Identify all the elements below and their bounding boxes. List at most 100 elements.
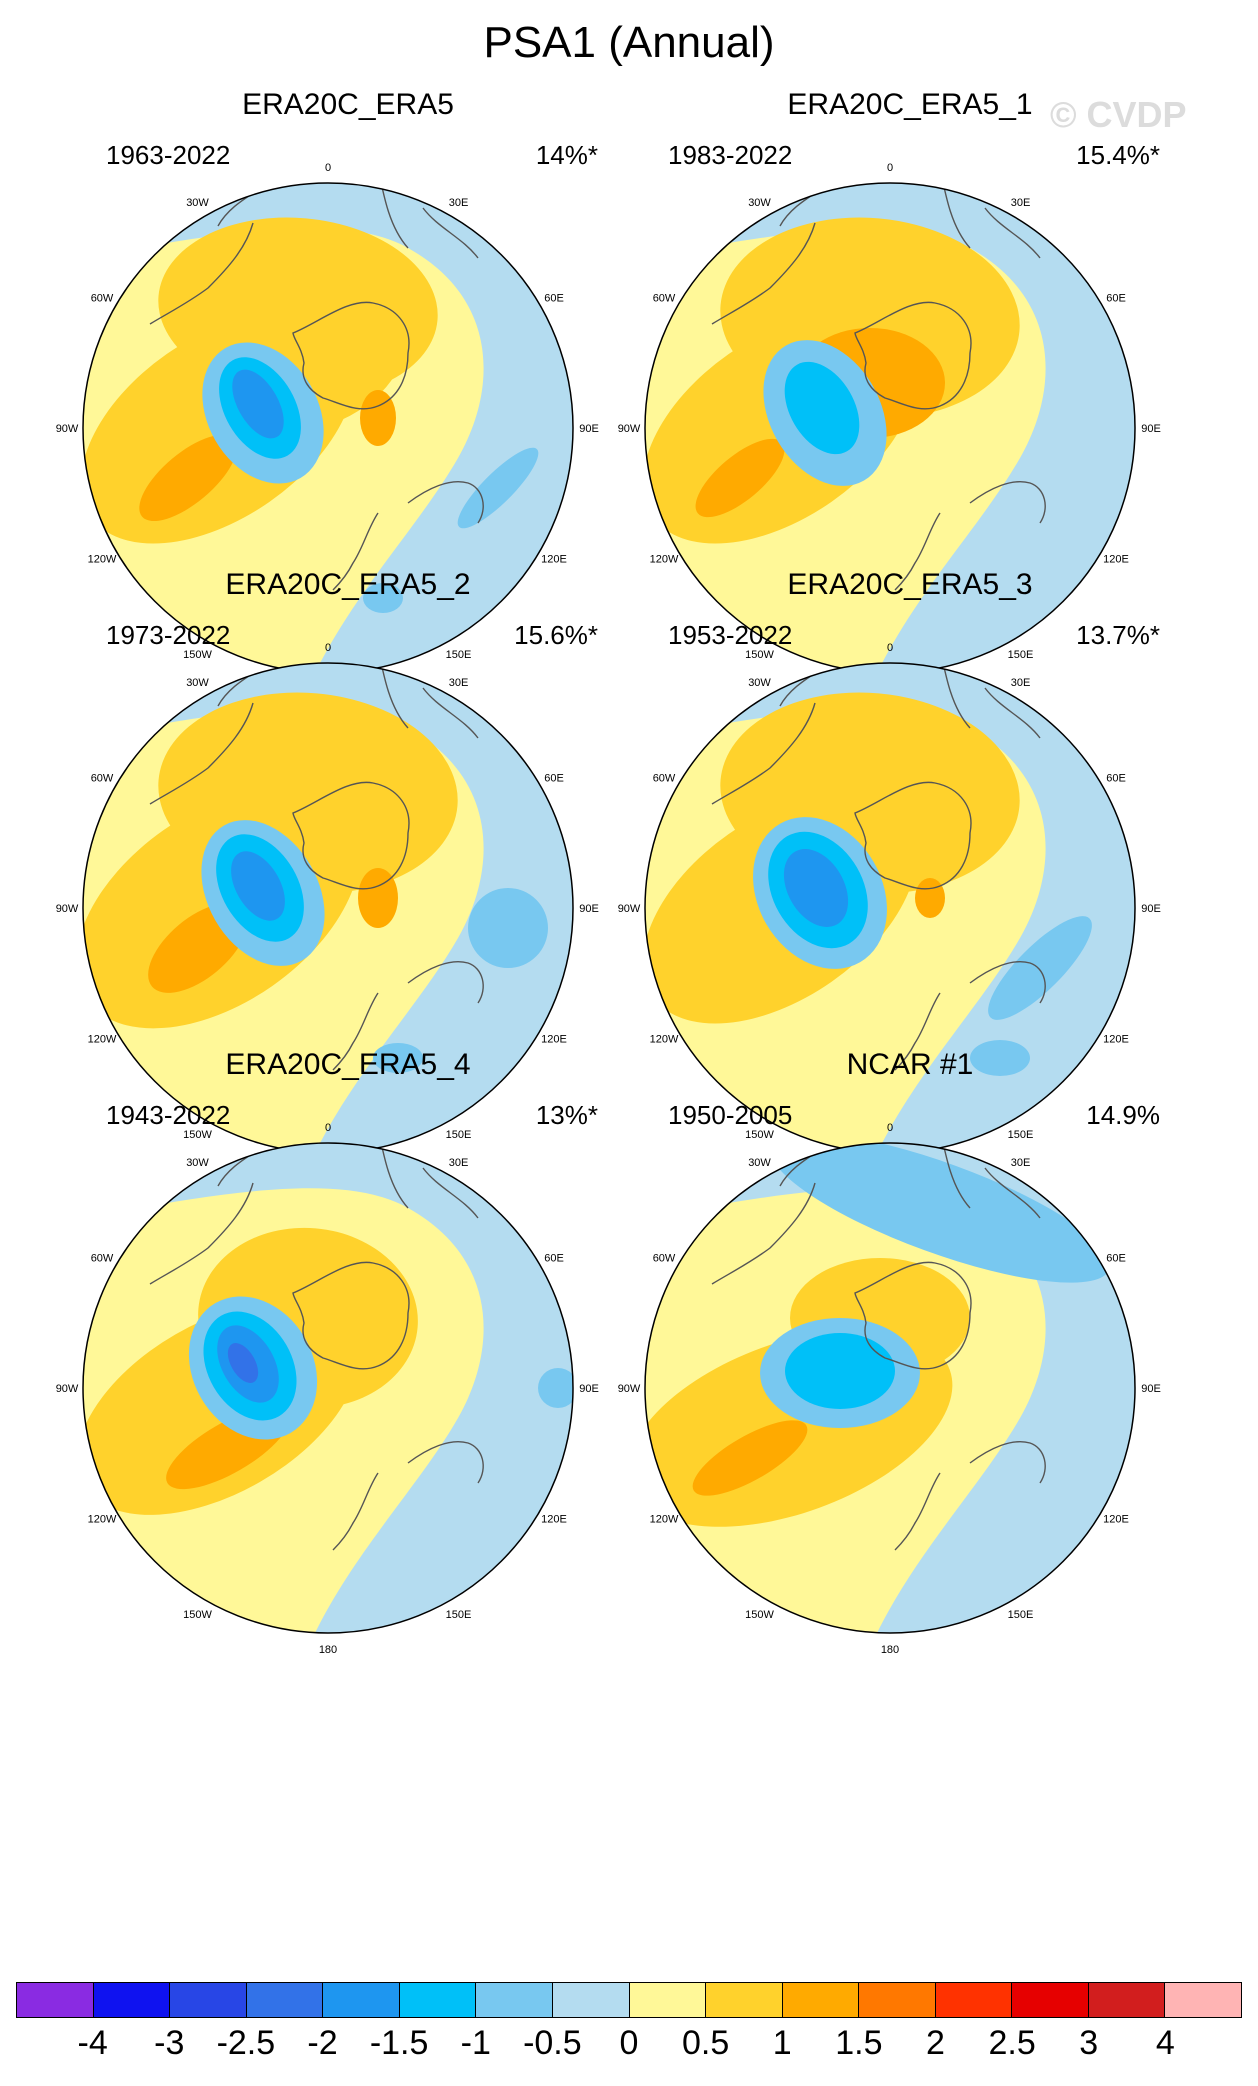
period-label: 1983-2022: [668, 140, 793, 170]
longitude-label: 120E: [1103, 1514, 1129, 1526]
colorbar-cell: [93, 1983, 171, 2017]
colorbar-cell: [399, 1983, 477, 2017]
longitude-label: 90E: [1141, 903, 1161, 915]
longitude-label: 120E: [541, 1034, 567, 1046]
colorbar-cell: [1165, 1983, 1241, 2017]
coastline: [149, 222, 254, 325]
coastline: [894, 992, 941, 1071]
variance-label: 15.4%*: [1076, 140, 1160, 170]
longitude-label: 0: [325, 642, 331, 654]
longitude-label: 60W: [653, 773, 676, 785]
longitude-label: 60W: [653, 1253, 676, 1265]
colorbar-tick-label: -4: [77, 2024, 108, 2062]
longitude-label: 150E: [446, 1609, 472, 1621]
longitude-label: 90W: [56, 1383, 79, 1395]
longitude-label: 60E: [544, 293, 564, 305]
longitude-label: 90W: [618, 903, 641, 915]
coastline: [332, 1472, 379, 1551]
longitude-label: 90E: [1141, 1383, 1161, 1395]
coastline: [984, 1167, 1041, 1219]
contour-region: [988, 916, 1092, 1020]
contour-region: [770, 1143, 1110, 1283]
map-panel: ERA20C_ERA5_3030E60E90E120E150E180150W12…: [618, 568, 1180, 1176]
longitude-label: 120E: [1103, 1034, 1129, 1046]
longitude-label: 60E: [1106, 773, 1126, 785]
longitude-label: 90W: [618, 1383, 641, 1395]
variance-label: 14%*: [535, 140, 598, 170]
longitude-label: 90E: [1141, 423, 1161, 435]
longitude-label: 60W: [653, 293, 676, 305]
longitude-label: 150E: [1008, 1129, 1034, 1141]
coastline: [939, 183, 971, 249]
longitude-label: 30W: [748, 197, 771, 209]
map-frame: [644, 1142, 1136, 1634]
coastline: [292, 301, 410, 410]
longitude-label: 90W: [56, 903, 79, 915]
contour-region: [468, 888, 548, 968]
colorbar-cell: [706, 1983, 783, 2017]
contour-region: [227, 1343, 259, 1383]
panel-title: ERA20C_ERA5_3: [787, 568, 1033, 601]
longitude-label: 0: [325, 162, 331, 174]
map-frame: [82, 1142, 574, 1634]
colorbar-cell: [782, 1983, 860, 2017]
figure-title: PSA1 (Annual): [483, 18, 775, 67]
longitude-label: 150W: [745, 1609, 774, 1621]
longitude-label: 30E: [1011, 197, 1031, 209]
colorbar-cell: [246, 1983, 324, 2017]
coastline: [407, 961, 484, 1004]
map-panel: NCAR #1 0 30E 60E 90E 120E 150E 180 150W 120W 90W 6…: [618, 1048, 1180, 1656]
longitude-label: 180: [881, 1644, 899, 1656]
coastline: [292, 1261, 410, 1370]
coastline: [894, 512, 941, 591]
panel-title: NCAR #1: [846, 1048, 974, 1081]
cvdp-watermark: © CVDP: [1050, 94, 1187, 135]
longitude-label: 180: [319, 1644, 337, 1656]
longitude-label: 120W: [88, 1034, 117, 1046]
longitude-label: 60W: [91, 293, 114, 305]
period-label: 1943-2022: [106, 1100, 231, 1130]
longitude-label: 30W: [748, 677, 771, 689]
coastline: [939, 663, 971, 729]
map-panel: ERA20C_ERA5_1030E60E90E120E150E180150W12…: [618, 88, 1180, 696]
colorbar-tick-label: 3: [1079, 2024, 1099, 2062]
longitude-label: 60E: [1106, 1253, 1126, 1265]
colorbar-tick-label: 2: [926, 2024, 945, 2062]
longitude-label: 0: [887, 642, 893, 654]
longitude-label: 30E: [449, 677, 469, 689]
coastline: [422, 687, 479, 739]
coastline: [332, 512, 379, 591]
longitude-label: 30E: [1011, 677, 1031, 689]
contour-region: [915, 878, 945, 918]
longitude-label: 150E: [1008, 649, 1034, 661]
longitude-label: 90E: [579, 903, 599, 915]
period-label: 1963-2022: [106, 140, 231, 170]
period-label: 1973-2022: [106, 620, 231, 650]
coastline: [969, 961, 1046, 1004]
longitude-label: 120W: [88, 554, 117, 566]
longitude-label: 30W: [186, 1157, 209, 1169]
longitude-label: 150E: [446, 649, 472, 661]
coastline: [854, 781, 972, 890]
coastline: [894, 1472, 941, 1551]
longitude-label: 120W: [650, 1514, 679, 1526]
contour-region: [784, 361, 860, 455]
panel-title: ERA20C_ERA5_1: [787, 88, 1033, 121]
contour-region: [785, 1333, 895, 1409]
coastline: [407, 1441, 484, 1484]
longitude-label: 120E: [541, 1514, 567, 1526]
coastline: [332, 992, 379, 1071]
contour-region: [695, 438, 785, 518]
longitude-label: 150W: [745, 649, 774, 661]
longitude-label: 150E: [1008, 1609, 1034, 1621]
longitude-label: 150W: [745, 1129, 774, 1141]
colorbar-tick-label: -2.5: [216, 2024, 276, 2062]
longitude-label: 60E: [1106, 293, 1126, 305]
map-panel: ERA20C_ERA5_2030E60E90E120E150E180150W12…: [56, 568, 618, 1176]
coastline: [854, 301, 972, 410]
coastline: [984, 687, 1041, 739]
